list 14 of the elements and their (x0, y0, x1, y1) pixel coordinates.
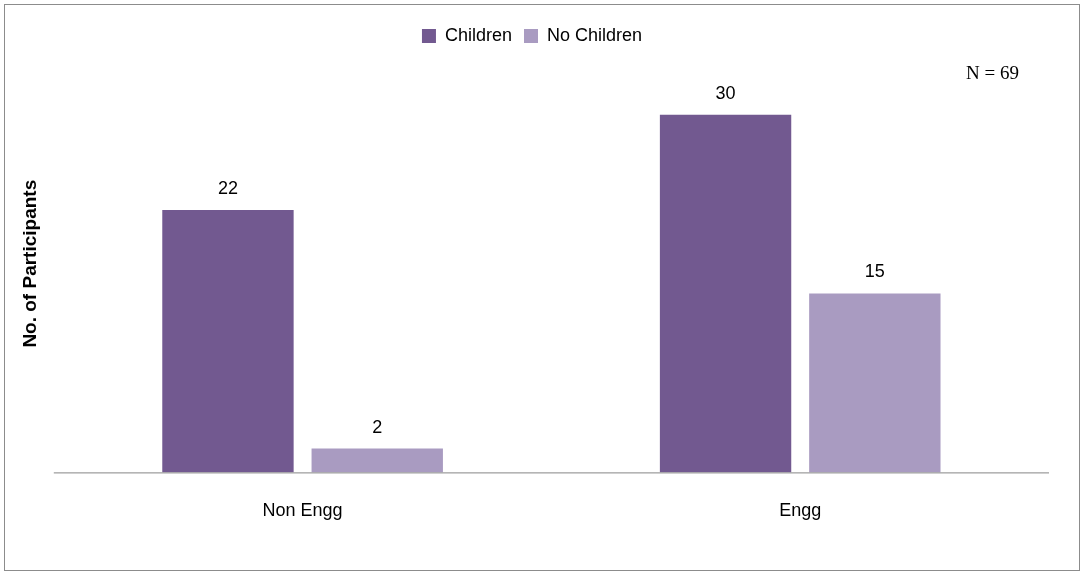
bar (162, 210, 294, 473)
data-label: 30 (715, 82, 736, 103)
x-tick-label: Non Engg (262, 500, 343, 521)
bar (659, 114, 792, 473)
data-label: 15 (864, 261, 885, 282)
bar (809, 293, 941, 473)
legend-label: Children (444, 24, 513, 45)
x-tick-label: Engg (779, 500, 822, 521)
text: N = 69 (966, 62, 1019, 84)
data-label: 22 (217, 178, 238, 198)
data-label: 2 (372, 416, 383, 437)
bar (311, 448, 443, 473)
y-axis-title: No. of Participants (18, 179, 40, 348)
legend-label: No Children (546, 24, 643, 45)
